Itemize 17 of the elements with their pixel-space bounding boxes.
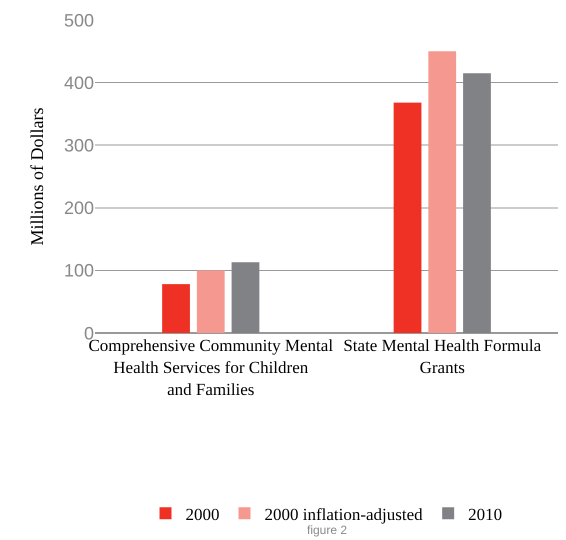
bar	[428, 51, 456, 333]
caption: figure 2	[307, 523, 348, 537]
y-tick-label: 500	[64, 10, 94, 30]
y-axis-title: Millions of Dollars	[27, 108, 48, 246]
y-tick-label: 400	[64, 72, 94, 93]
x-tick-label: State Mental Health Formula Grants	[343, 336, 542, 378]
bar	[394, 102, 422, 333]
y-tick-label: 300	[64, 136, 94, 156]
bar	[463, 73, 491, 333]
bar	[232, 262, 260, 333]
legend-label: 2000	[186, 504, 220, 524]
y-tick-label: 100	[64, 260, 94, 281]
y-tick-label: 200	[64, 198, 94, 218]
bar	[196, 270, 225, 333]
legend-label: 2010	[468, 504, 502, 524]
bar	[162, 284, 190, 333]
legend-label: 2000 inflation-adjusted	[264, 504, 424, 524]
